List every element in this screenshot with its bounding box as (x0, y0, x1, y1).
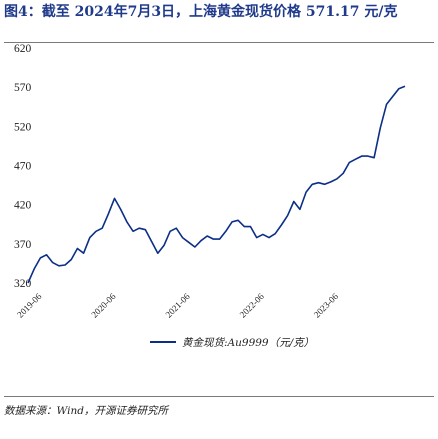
data-point (206, 235, 208, 237)
data-point (27, 282, 29, 284)
data-point (113, 197, 115, 199)
data-point (330, 181, 332, 183)
series-line-au9999 (27, 85, 406, 284)
data-point (82, 252, 84, 254)
data-point (404, 85, 406, 87)
source-divider (4, 396, 434, 397)
data-point (89, 236, 91, 238)
source-note: 数据来源：Wind，开源证券研究所 (4, 405, 168, 417)
data-point (385, 103, 387, 105)
data-point (181, 236, 183, 238)
data-point (280, 224, 282, 226)
x-tick-label: 2022-06 (238, 291, 267, 320)
y-axis: 320 370 420 470 520 570 620 (14, 43, 32, 290)
legend: 黄金现货:Au9999（元/克） (150, 334, 314, 350)
legend-label: 黄金现货:Au9999（元/克） (182, 336, 315, 349)
data-point (144, 229, 146, 231)
data-point (218, 238, 220, 240)
data-point (317, 182, 319, 184)
data-point (311, 183, 313, 185)
data-point (95, 230, 97, 232)
data-point (354, 158, 356, 160)
data-point (373, 157, 375, 159)
title-divider (4, 42, 434, 43)
y-tick-label: 520 (14, 121, 32, 133)
data-point (188, 241, 190, 243)
x-tick-label: 2021-06 (163, 291, 192, 320)
data-point (33, 268, 35, 270)
data-point (274, 233, 276, 235)
data-point (52, 261, 54, 263)
data-point (243, 225, 245, 227)
data-point (249, 225, 251, 227)
data-point (45, 254, 47, 256)
data-point (163, 244, 165, 246)
data-point (157, 252, 159, 254)
data-point (126, 221, 128, 223)
y-tick-label: 420 (14, 200, 32, 212)
data-point (120, 208, 122, 210)
data-point (324, 183, 326, 185)
data-point (391, 95, 393, 97)
data-point (256, 236, 258, 238)
legend-swatch (150, 341, 176, 343)
plot-area (27, 85, 406, 284)
y-tick-label: 570 (14, 82, 32, 94)
y-tick-label: 320 (14, 278, 32, 290)
data-point (237, 219, 239, 221)
y-tick-label: 370 (14, 239, 32, 251)
data-point (39, 257, 41, 259)
data-point (348, 161, 350, 163)
data-point (225, 230, 227, 232)
data-point (262, 233, 264, 235)
data-point (58, 265, 60, 267)
data-point (299, 208, 301, 210)
data-point (286, 214, 288, 216)
data-point (231, 221, 233, 223)
data-point (268, 236, 270, 238)
data-point (132, 230, 134, 232)
data-point (169, 230, 171, 232)
data-point (101, 227, 103, 229)
data-point (107, 213, 109, 215)
data-point (293, 200, 295, 202)
data-point (367, 155, 369, 157)
chart-title: 图4：截至 2024年7月3日，上海黄金现货价格 571.17 元/克 (4, 4, 398, 20)
data-point (64, 264, 66, 266)
data-point (212, 238, 214, 240)
x-tick-label: 2019-06 (15, 291, 44, 320)
data-point (379, 127, 381, 129)
data-point (342, 172, 344, 174)
data-point (398, 88, 400, 90)
x-axis: 2019-06 2020-06 2021-06 2022-06 2023-06 (15, 291, 340, 320)
x-tick-label: 2023-06 (312, 291, 341, 320)
data-point (361, 155, 363, 157)
data-point (305, 191, 307, 193)
data-point (76, 247, 78, 249)
data-point (194, 246, 196, 248)
x-tick-label: 2020-06 (89, 291, 118, 320)
data-point (336, 178, 338, 180)
data-point (175, 227, 177, 229)
data-point (150, 240, 152, 242)
data-point (200, 240, 202, 242)
y-tick-label: 470 (14, 161, 32, 173)
data-point (138, 227, 140, 229)
data-point (70, 258, 72, 260)
y-tick-label: 620 (14, 43, 32, 55)
